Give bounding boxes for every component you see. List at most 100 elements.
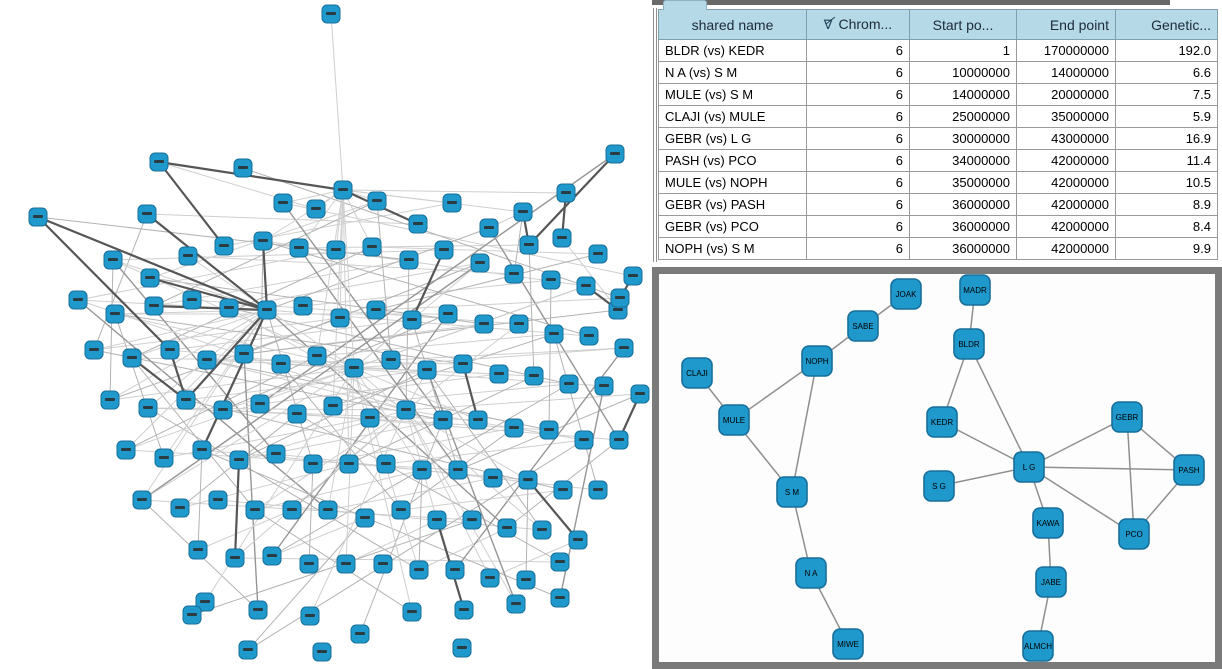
network-node[interactable]: CLAJI [681,357,713,389]
cell-shared-name[interactable]: MULE (vs) NOPH [658,171,807,194]
network-node[interactable] [412,460,432,480]
cell-value[interactable]: 20000000 [1016,83,1116,106]
cell-value[interactable]: 10.5 [1115,171,1218,194]
node-shape[interactable] [1022,630,1054,662]
network-node[interactable] [132,490,152,510]
network-node[interactable] [122,348,142,368]
cell-value[interactable]: 9.9 [1115,237,1218,260]
network-node[interactable] [519,235,539,255]
network-node[interactable] [360,408,380,428]
network-node[interactable] [579,326,599,346]
network-node[interactable]: N A [795,557,827,589]
node-shape[interactable] [1013,451,1045,483]
network-node[interactable]: JOAK [890,278,922,310]
column-header-genetic[interactable]: Genetic... [1115,9,1218,40]
cell-value[interactable]: 6 [806,193,910,216]
network-node[interactable] [594,376,614,396]
network-node[interactable] [213,400,233,420]
cell-value[interactable]: 6 [806,83,910,106]
table-row[interactable]: GEBR (vs) PCO 6 36000000 42000000 8.4 [658,215,1218,238]
network-node[interactable] [391,500,411,520]
cell-value[interactable]: 7.5 [1115,83,1218,106]
cell-value[interactable]: 36000000 [909,237,1017,260]
network-node[interactable] [234,344,254,364]
network-node[interactable] [303,454,323,474]
node-shape[interactable] [1111,401,1143,433]
network-node[interactable] [574,430,594,450]
column-header-sharedname[interactable]: shared name [658,9,807,40]
node-shape[interactable] [959,274,991,306]
network-node[interactable]: BLDR [953,328,985,360]
cell-value[interactable]: 11.4 [1115,149,1218,172]
network-node[interactable] [381,350,401,370]
node-shape[interactable] [801,345,833,377]
network-node[interactable]: JABE [1035,566,1067,598]
network-node[interactable]: PCO [1118,518,1150,550]
network-node[interactable] [300,606,320,626]
network-node[interactable] [287,404,307,424]
network-node[interactable] [399,250,419,270]
network-node[interactable] [28,207,48,227]
network-node[interactable]: S M [776,476,808,508]
cell-value[interactable]: 192.0 [1115,39,1218,62]
network-node[interactable] [474,314,494,334]
node-shape[interactable] [923,470,955,502]
cell-shared-name[interactable]: GEBR (vs) PCO [658,215,807,238]
network-node[interactable] [100,390,120,410]
network-node[interactable] [452,638,472,658]
cell-value[interactable]: 42000000 [1016,193,1116,216]
table-row[interactable]: MULE (vs) NOPH 6 35000000 42000000 10.5 [658,171,1218,194]
network-node[interactable] [197,350,217,370]
network-node[interactable] [219,298,239,318]
cell-value[interactable]: 5.9 [1115,105,1218,128]
network-node[interactable] [318,500,338,520]
network-node[interactable]: ALMCH [1022,630,1054,662]
main-network-canvas[interactable] [0,0,652,669]
network-node[interactable] [442,193,462,213]
network-node[interactable]: S G [923,470,955,502]
network-node[interactable] [438,304,458,324]
node-shape[interactable] [795,557,827,589]
network-node[interactable] [454,600,474,620]
network-node[interactable] [588,244,608,264]
network-node[interactable] [516,570,536,590]
network-node[interactable] [504,418,524,438]
cell-value[interactable]: 36000000 [909,193,1017,216]
cell-value[interactable]: 14000000 [909,83,1017,106]
network-node[interactable] [182,605,202,625]
network-node[interactable] [312,642,332,662]
network-node[interactable] [376,454,396,474]
network-node[interactable] [321,4,341,24]
network-node[interactable] [480,568,500,588]
network-node[interactable] [402,310,422,330]
table-row[interactable]: CLAJI (vs) MULE 6 25000000 35000000 5.9 [658,105,1218,128]
network-node[interactable] [366,300,386,320]
network-node[interactable] [149,152,169,172]
cell-value[interactable]: 6 [806,171,910,194]
network-node[interactable] [245,500,265,520]
node-shape[interactable] [1118,518,1150,550]
network-node[interactable] [273,193,293,213]
network-node[interactable] [140,268,160,288]
network-node[interactable] [373,554,393,574]
node-shape[interactable] [847,310,879,342]
network-node[interactable] [524,366,544,386]
network-node[interactable] [541,270,561,290]
node-shape[interactable] [1173,454,1205,486]
network-node[interactable] [427,510,447,530]
cell-value[interactable]: 6 [806,127,910,150]
cell-value[interactable]: 42000000 [1016,237,1116,260]
network-node[interactable] [344,358,364,378]
network-node[interactable] [396,400,416,420]
table-row[interactable]: N A (vs) S M 6 10000000 14000000 6.6 [658,61,1218,84]
cell-value[interactable]: 42000000 [1016,171,1116,194]
cell-value[interactable]: 35000000 [909,171,1017,194]
network-node[interactable] [339,454,359,474]
network-node[interactable] [293,296,313,316]
network-node[interactable] [225,548,245,568]
cell-value[interactable]: 8.4 [1115,215,1218,238]
cell-value[interactable]: 8.9 [1115,193,1218,216]
network-node[interactable]: KAWA [1032,507,1064,539]
network-node[interactable] [434,240,454,260]
cell-value[interactable]: 6 [806,237,910,260]
